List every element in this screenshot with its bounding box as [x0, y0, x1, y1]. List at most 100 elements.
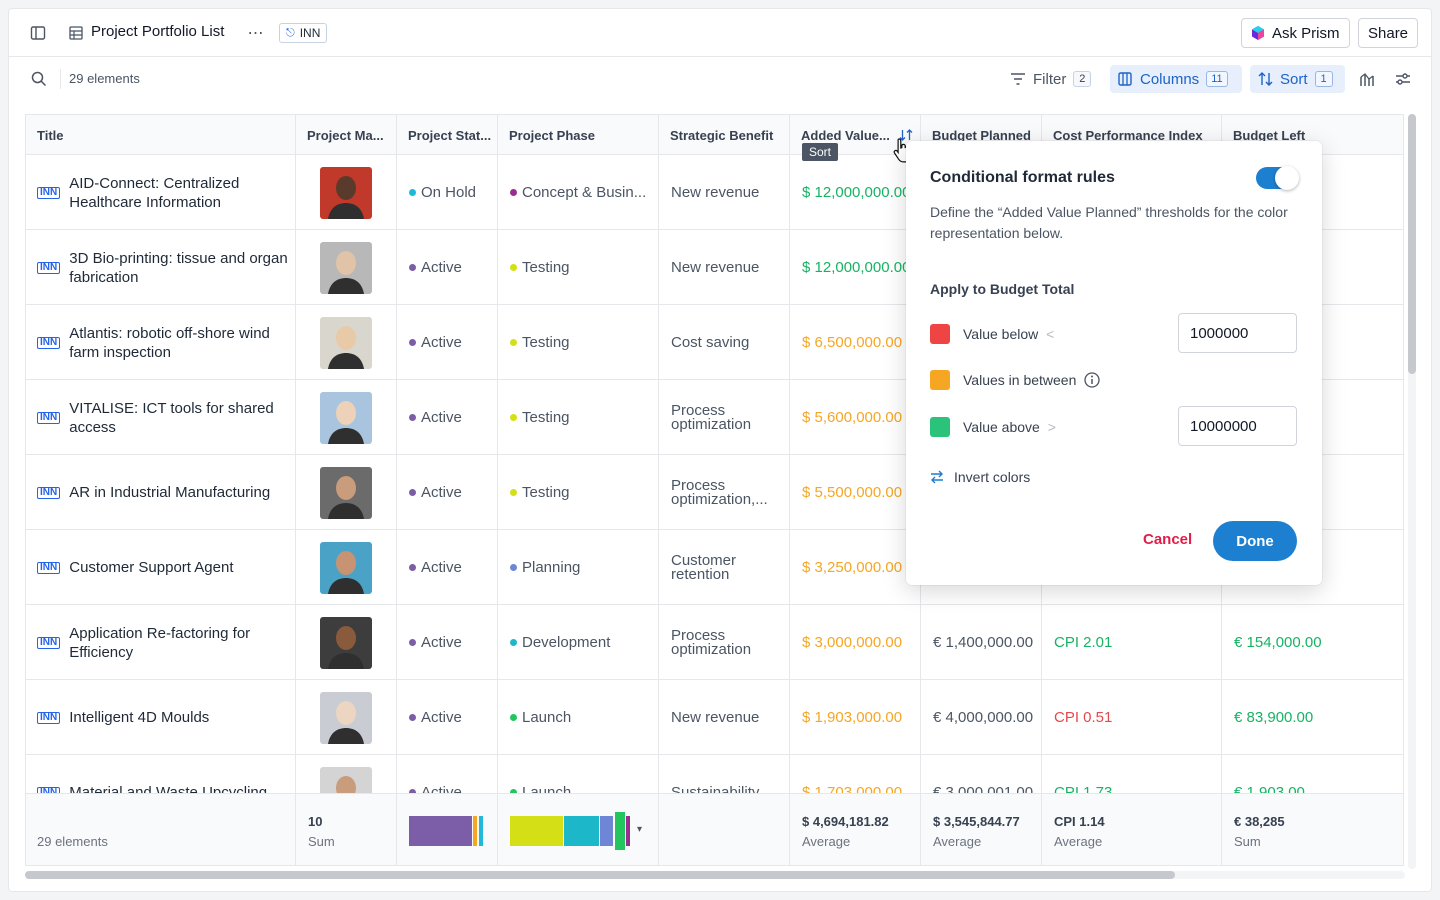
- benefit-cell[interactable]: New revenue: [659, 230, 790, 305]
- added-value-cell[interactable]: $ 5,500,000.00: [790, 455, 921, 530]
- value-below-input[interactable]: [1178, 313, 1297, 353]
- added-value-cell[interactable]: $ 6,500,000.00: [790, 305, 921, 380]
- status-cell[interactable]: Active: [397, 530, 498, 605]
- col-header-cpi[interactable]: Cost Performance Index: [1042, 115, 1222, 155]
- added-value-cell[interactable]: $ 12,000,000.00: [790, 230, 921, 305]
- status-cell[interactable]: Active: [397, 605, 498, 680]
- status-cell[interactable]: Active: [397, 230, 498, 305]
- table-row[interactable]: INN Application Re-factoring for Efficien…: [26, 605, 1403, 680]
- cpi-cell[interactable]: CPI 2.01: [1042, 605, 1222, 680]
- title-cell[interactable]: INN Application Re-factoring for Efficien…: [26, 605, 296, 680]
- ask-prism-button[interactable]: Ask Prism: [1241, 18, 1350, 48]
- avatar[interactable]: [320, 391, 372, 444]
- benefit-cell[interactable]: Process optimization: [659, 605, 790, 680]
- above-color-swatch[interactable]: [930, 417, 950, 437]
- vertical-scrollbar[interactable]: [1408, 114, 1416, 869]
- status-cell[interactable]: Active: [397, 455, 498, 530]
- phase-cell[interactable]: Launch: [498, 680, 659, 755]
- manager-cell[interactable]: [296, 155, 397, 230]
- below-color-swatch[interactable]: [930, 324, 950, 344]
- manager-cell[interactable]: [296, 605, 397, 680]
- table-row[interactable]: INN AID-Connect: Centralized Healthcare I…: [26, 155, 1403, 230]
- col-header-project-manager[interactable]: Project Ma...: [296, 115, 397, 155]
- benefit-cell[interactable]: New revenue: [659, 680, 790, 755]
- phase-cell[interactable]: Testing: [498, 380, 659, 455]
- search-icon[interactable]: [31, 71, 47, 87]
- format-toggle[interactable]: [1256, 166, 1299, 190]
- table-row[interactable]: INN 3D Bio-printing: tissue and organ fab…: [26, 230, 1403, 305]
- horizontal-scrollbar[interactable]: [25, 871, 1405, 879]
- cancel-button[interactable]: Cancel: [1143, 531, 1193, 548]
- share-button[interactable]: Share: [1358, 18, 1419, 48]
- avatar[interactable]: [320, 691, 372, 744]
- added-value-cell[interactable]: $ 1,703,000.00: [790, 755, 921, 793]
- info-icon[interactable]: [1084, 372, 1101, 388]
- value-above-input[interactable]: [1178, 406, 1297, 446]
- budget-left-cell[interactable]: € 83,900.00: [1222, 680, 1403, 755]
- title-cell[interactable]: INN AR in Industrial Manufacturing: [26, 455, 296, 530]
- benefit-cell[interactable]: Customer retention: [659, 530, 790, 605]
- status-cell[interactable]: Active: [397, 755, 498, 793]
- status-cell[interactable]: Active: [397, 380, 498, 455]
- benefit-cell[interactable]: Cost saving: [659, 305, 790, 380]
- budget-planned-cell[interactable]: € 1,400,000.00: [921, 605, 1042, 680]
- added-value-cell[interactable]: $ 3,000,000.00: [790, 605, 921, 680]
- title-cell[interactable]: INN VITALISE: ICT tools for shared access: [26, 380, 296, 455]
- benefit-cell[interactable]: Sustainability: [659, 755, 790, 793]
- added-value-cell[interactable]: $ 12,000,000.00: [790, 155, 921, 230]
- workspace-badge[interactable]: ⎋ INN: [279, 23, 328, 43]
- chevron-down-icon[interactable]: ▾: [637, 824, 643, 835]
- title-cell[interactable]: INN 3D Bio-printing: tissue and organ fab…: [26, 230, 296, 305]
- manager-cell[interactable]: [296, 230, 397, 305]
- between-color-swatch[interactable]: [930, 370, 950, 390]
- manager-cell[interactable]: [296, 380, 397, 455]
- more-options-icon[interactable]: ⋯: [247, 25, 265, 42]
- phase-cell[interactable]: Testing: [498, 455, 659, 530]
- added-value-cell[interactable]: $ 3,250,000.00: [790, 530, 921, 605]
- phase-cell[interactable]: Development: [498, 605, 659, 680]
- col-header-budget-left[interactable]: Budget Left: [1222, 115, 1403, 155]
- done-button[interactable]: Done: [1213, 521, 1297, 561]
- benefit-cell[interactable]: Process optimization,...: [659, 455, 790, 530]
- added-value-cell[interactable]: $ 1,903,000.00: [790, 680, 921, 755]
- sidebar-toggle-icon[interactable]: [30, 25, 46, 41]
- sort-button[interactable]: Sort 1: [1250, 65, 1345, 93]
- avatar[interactable]: [320, 241, 372, 294]
- budget-left-cell[interactable]: € 154,000.00: [1222, 605, 1403, 680]
- filter-button[interactable]: Filter 2: [1003, 65, 1099, 93]
- horizontal-scroll-thumb[interactable]: [25, 871, 1175, 879]
- manager-cell[interactable]: [296, 530, 397, 605]
- avatar[interactable]: [320, 616, 372, 669]
- phase-cell[interactable]: Launch: [498, 755, 659, 793]
- manager-cell[interactable]: [296, 305, 397, 380]
- cpi-cell[interactable]: CPI 1.73: [1042, 755, 1222, 793]
- chart-view-icon[interactable]: [1359, 71, 1375, 87]
- benefit-cell[interactable]: New revenue: [659, 155, 790, 230]
- status-cell[interactable]: On Hold: [397, 155, 498, 230]
- title-cell[interactable]: INN Atlantis: robotic off-shore wind farm…: [26, 305, 296, 380]
- budget-left-cell[interactable]: € 1,903.00: [1222, 755, 1403, 793]
- avatar[interactable]: [320, 466, 372, 519]
- manager-cell[interactable]: [296, 680, 397, 755]
- manager-cell[interactable]: [296, 455, 397, 530]
- added-value-cell[interactable]: $ 5,600,000.00: [790, 380, 921, 455]
- sort-arrows-icon[interactable]: [899, 129, 913, 141]
- title-cell[interactable]: INN Intelligent 4D Moulds: [26, 680, 296, 755]
- avatar[interactable]: [320, 316, 372, 369]
- status-cell[interactable]: Active: [397, 680, 498, 755]
- avatar[interactable]: [320, 766, 372, 793]
- benefit-cell[interactable]: Process optimization: [659, 380, 790, 455]
- budget-planned-cell[interactable]: € 4,000,000.00: [921, 680, 1042, 755]
- table-row[interactable]: INN Atlantis: robotic off-shore wind farm…: [26, 305, 1403, 380]
- phase-cell[interactable]: Testing: [498, 305, 659, 380]
- col-header-project-status[interactable]: Project Stat...: [397, 115, 498, 155]
- title-cell[interactable]: INN Material and Waste Upcycling: [26, 755, 296, 793]
- vertical-scroll-thumb[interactable]: [1408, 114, 1416, 374]
- columns-button[interactable]: Columns 11: [1110, 65, 1242, 93]
- invert-colors-button[interactable]: Invert colors: [930, 469, 1030, 485]
- col-header-title[interactable]: Title: [26, 115, 296, 155]
- table-row[interactable]: INN VITALISE: ICT tools for shared access…: [26, 380, 1403, 455]
- settings-sliders-icon[interactable]: [1395, 71, 1411, 87]
- avatar[interactable]: [320, 541, 372, 594]
- col-header-strategic-benefit[interactable]: Strategic Benefit: [659, 115, 790, 155]
